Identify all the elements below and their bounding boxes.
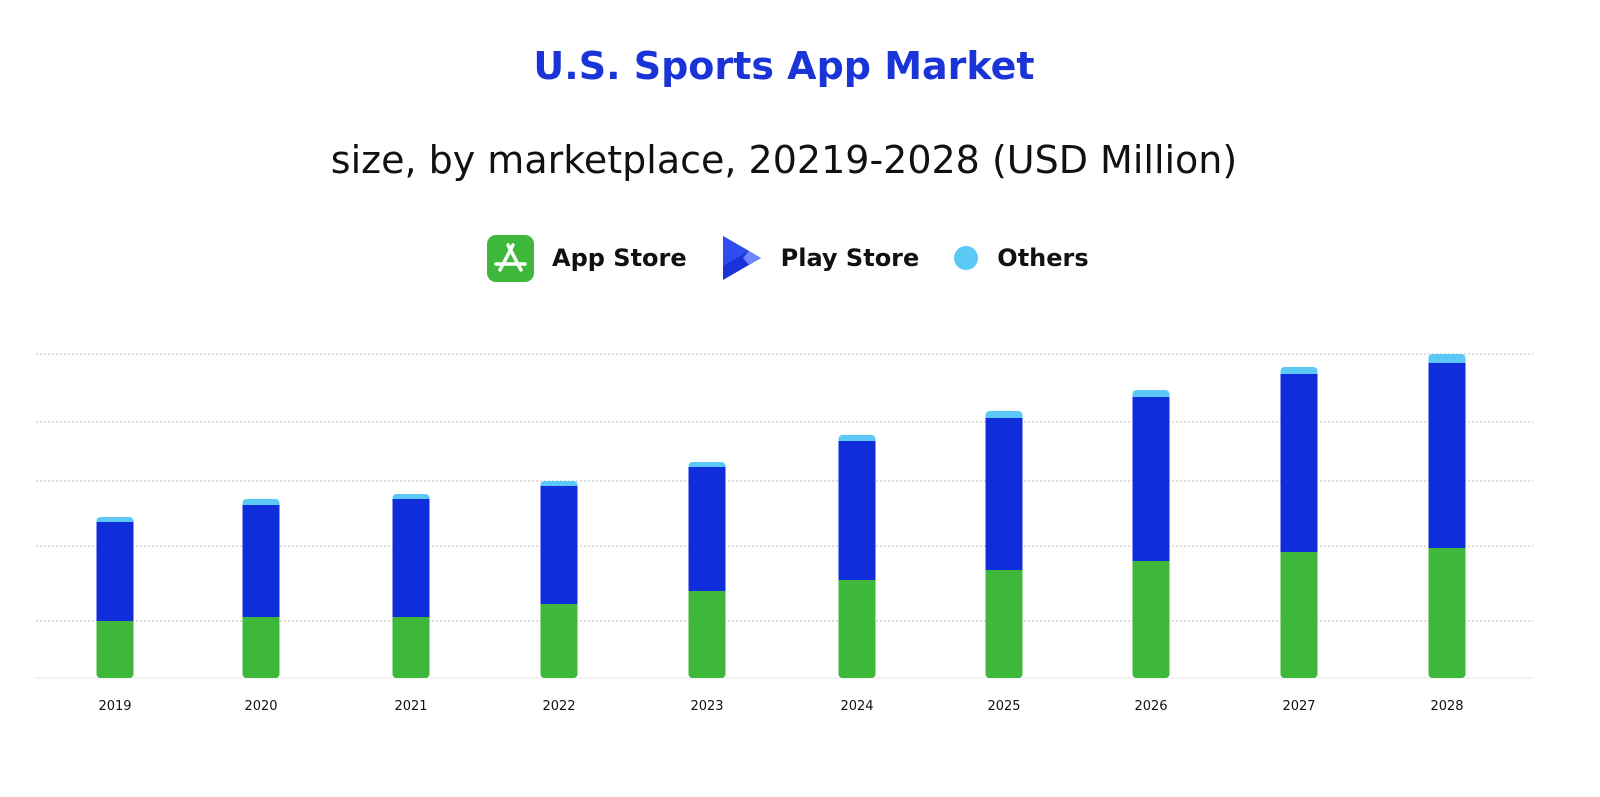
app-store-icon bbox=[487, 234, 534, 282]
bar-play-store-2024 bbox=[838, 441, 876, 580]
bar-others-2019 bbox=[96, 517, 134, 522]
bar-play-store-2028 bbox=[1428, 363, 1466, 548]
bar-others-2022 bbox=[540, 481, 578, 486]
bar-others-2026 bbox=[1132, 390, 1170, 397]
legend: App Store Play Store Others bbox=[487, 234, 1123, 282]
bar-app-store-2024 bbox=[838, 580, 876, 678]
bar-others-2021 bbox=[392, 494, 430, 499]
legend-label: App Store bbox=[552, 244, 687, 272]
chart-title: U.S. Sports App Market bbox=[533, 44, 1035, 88]
bar-app-store-2021 bbox=[392, 617, 430, 678]
bar-app-store-2025 bbox=[985, 570, 1023, 678]
legend-item-play-store: Play Store bbox=[721, 234, 920, 282]
bar-app-store-2026 bbox=[1132, 561, 1170, 678]
bar-play-store-2020 bbox=[242, 505, 280, 617]
x-tick-label: 2024 bbox=[840, 699, 873, 714]
bar-play-store-2025 bbox=[985, 418, 1023, 570]
legend-item-others: Others bbox=[953, 244, 1089, 272]
x-tick-label: 2022 bbox=[542, 699, 575, 714]
bar-app-store-2027 bbox=[1280, 552, 1318, 678]
legend-label: Others bbox=[997, 244, 1089, 272]
bar-others-2024 bbox=[838, 435, 876, 441]
bar-app-store-2023 bbox=[688, 591, 726, 678]
chart-subtitle: size, by marketplace, 20219-2028 (USD Mi… bbox=[330, 138, 1238, 182]
x-tick-label: 2020 bbox=[244, 699, 277, 714]
bar-others-2020 bbox=[242, 499, 280, 505]
bar-others-2025 bbox=[985, 411, 1023, 418]
x-tick-label: 2027 bbox=[1282, 699, 1315, 714]
bar-app-store-2022 bbox=[540, 604, 578, 678]
bar-play-store-2026 bbox=[1132, 397, 1170, 561]
bar-play-store-2022 bbox=[540, 486, 578, 604]
x-tick-label: 2021 bbox=[394, 699, 427, 714]
bar-others-2023 bbox=[688, 462, 726, 467]
bar-play-store-2023 bbox=[688, 467, 726, 591]
x-tick-label: 2028 bbox=[1430, 699, 1463, 714]
play-store-icon bbox=[722, 236, 761, 280]
bar-app-store-2028 bbox=[1428, 548, 1466, 678]
bar-play-store-2027 bbox=[1280, 374, 1318, 552]
bar-play-store-2021 bbox=[392, 499, 430, 617]
bar-others-2028 bbox=[1428, 354, 1466, 363]
bar-play-store-2019 bbox=[96, 522, 134, 621]
legend-item-app-store: App Store bbox=[487, 234, 687, 282]
x-tick-label: 2025 bbox=[987, 699, 1020, 714]
bar-app-store-2019 bbox=[96, 621, 134, 678]
x-tick-label: 2026 bbox=[1134, 699, 1167, 714]
legend-label: Play Store bbox=[780, 244, 920, 272]
x-tick-label: 2023 bbox=[690, 699, 723, 714]
x-tick-label: 2019 bbox=[98, 699, 131, 714]
bar-app-store-2020 bbox=[242, 617, 280, 678]
circle-icon bbox=[954, 246, 979, 270]
bar-others-2027 bbox=[1280, 367, 1318, 374]
